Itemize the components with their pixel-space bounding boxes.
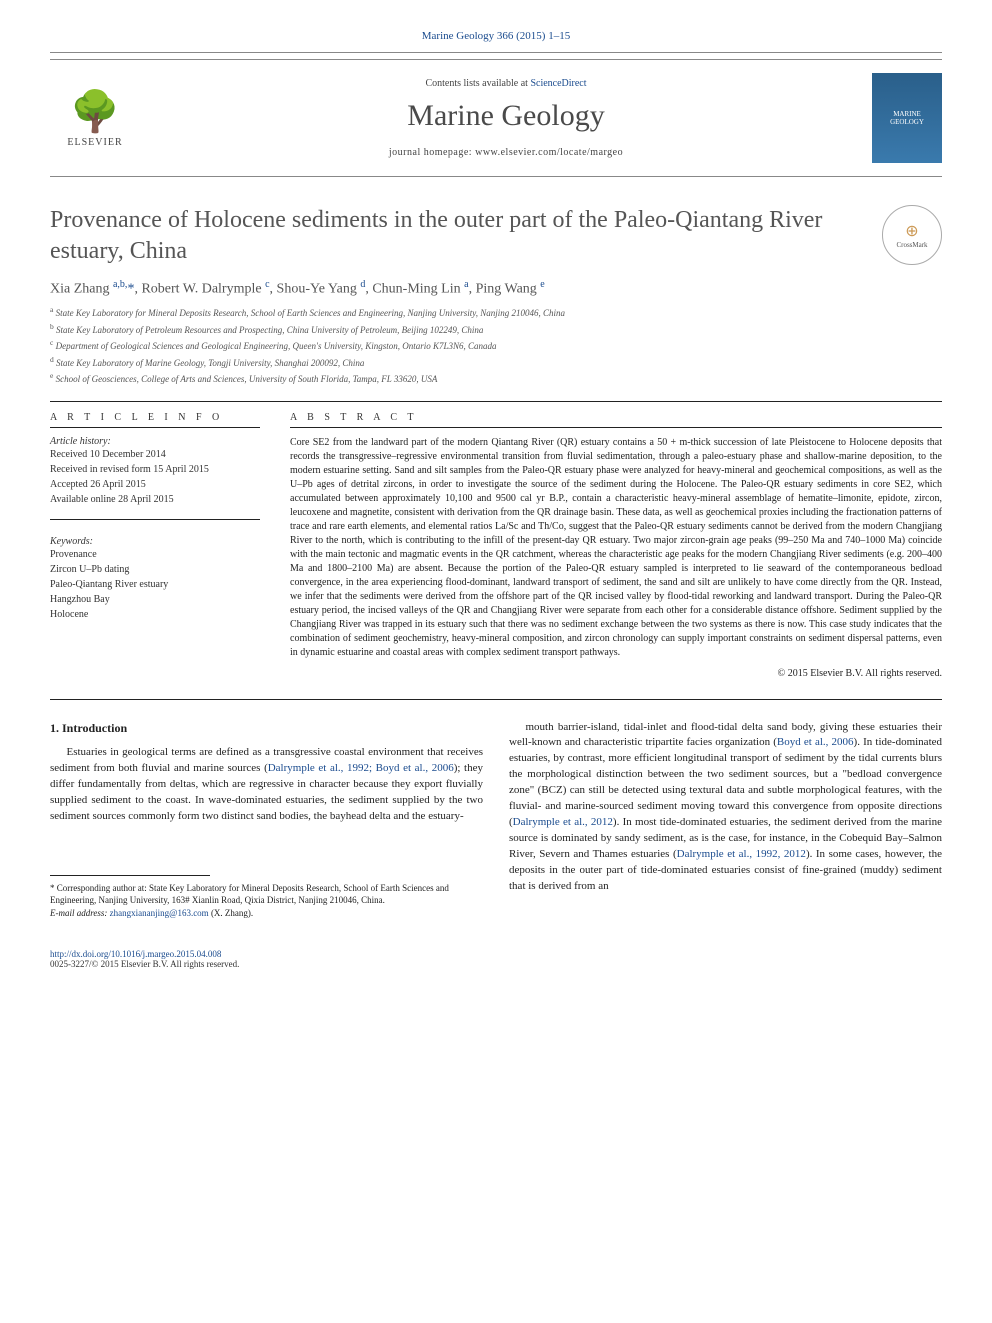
email-who: (X. Zhang). [209, 908, 254, 918]
crossmark-badge[interactable]: ⊕ CrossMark [882, 205, 942, 265]
corr-text: * Corresponding author at: State Key Lab… [50, 882, 483, 907]
ref-link-1[interactable]: Dalrymple et al., 1992; Boyd et al., 200… [268, 762, 454, 774]
abstract: A B S T R A C T Core SE2 from the landwa… [290, 412, 942, 679]
cover-line1: MARINE [893, 110, 921, 118]
article-info: A R T I C L E I N F O Article history: R… [50, 412, 260, 679]
contents-prefix: Contents lists available at [425, 78, 530, 89]
crossmark-icon: ⊕ [905, 221, 918, 241]
abstract-heading: A B S T R A C T [290, 412, 942, 423]
section1-para1: Estuaries in geological terms are define… [50, 745, 483, 825]
elsevier-logo: 🌳 ELSEVIER [50, 68, 140, 168]
jhome-label: journal homepage: [389, 147, 475, 158]
section-rule-1 [50, 401, 942, 402]
affiliations: a State Key Laboratory for Mineral Depos… [50, 304, 942, 387]
article-title: Provenance of Holocene sediments in the … [50, 205, 862, 267]
email-link[interactable]: zhangxiananjing@163.com [110, 908, 209, 918]
history-label: Article history: [50, 436, 260, 447]
corresponding-footnote: * Corresponding author at: State Key Lab… [50, 882, 483, 920]
section1-para2: mouth barrier-island, tidal-inlet and fl… [509, 720, 942, 895]
body-columns: 1. Introduction Estuaries in geological … [50, 720, 942, 920]
journal-homepage: journal homepage: www.elsevier.com/locat… [140, 147, 872, 158]
citation-header: Marine Geology 366 (2015) 1–15 [50, 30, 942, 42]
sciencedirect-link[interactable]: ScienceDirect [530, 78, 586, 89]
ref-link-2[interactable]: Boyd et al., 2006 [777, 736, 854, 748]
keywords-label: Keywords: [50, 536, 260, 547]
jhome-url: www.elsevier.com/locate/margeo [475, 147, 623, 158]
footnote-rule [50, 875, 210, 876]
affil-e: e School of Geosciences, College of Arts… [50, 370, 942, 387]
ai-rule-2 [50, 519, 260, 520]
info-abstract-row: A R T I C L E I N F O Article history: R… [50, 412, 942, 679]
title-block: Provenance of Holocene sediments in the … [50, 205, 942, 267]
abs-rule [290, 427, 942, 428]
article-info-heading: A R T I C L E I N F O [50, 412, 260, 423]
top-rule [50, 52, 942, 53]
corr-email-line: E-mail address: zhangxiananjing@163.com … [50, 907, 483, 920]
journal-header-center: Contents lists available at ScienceDirec… [140, 78, 872, 158]
contents-line: Contents lists available at ScienceDirec… [140, 78, 872, 89]
page-footer: http://dx.doi.org/10.1016/j.margeo.2015.… [50, 949, 942, 969]
ref-link-4[interactable]: Dalrymple et al., 1992, 2012 [677, 848, 806, 860]
journal-header-box: 🌳 ELSEVIER Contents lists available at S… [50, 59, 942, 177]
affil-c: c Department of Geological Sciences and … [50, 337, 942, 354]
history-body: Received 10 December 2014Received in rev… [50, 447, 260, 507]
elsevier-text: ELSEVIER [67, 137, 122, 148]
cover-line2: GEOLOGY [890, 118, 924, 126]
authors-line: Xia Zhang a,b,*, Robert W. Dalrymple c, … [50, 279, 942, 298]
doi-link[interactable]: http://dx.doi.org/10.1016/j.margeo.2015.… [50, 949, 221, 959]
journal-name: Marine Geology [140, 99, 872, 133]
crossmark-label: CrossMark [896, 241, 927, 249]
section-rule-2 [50, 699, 942, 700]
section1-heading: 1. Introduction [50, 720, 483, 737]
abstract-copyright: © 2015 Elsevier B.V. All rights reserved… [290, 668, 942, 679]
keywords-body: ProvenanceZircon U–Pb datingPaleo-Qianta… [50, 547, 260, 622]
affil-a: a State Key Laboratory for Mineral Depos… [50, 304, 942, 321]
elsevier-tree-icon: 🌳 [70, 88, 120, 135]
abstract-body: Core SE2 from the landward part of the m… [290, 436, 942, 660]
ref-link-3[interactable]: Dalrymple et al., 2012 [513, 816, 613, 828]
affil-b: b State Key Laboratory of Petroleum Reso… [50, 321, 942, 338]
p2-mid1: ). In tide-dominated estuaries, by contr… [509, 736, 942, 828]
journal-cover-thumb: MARINE GEOLOGY [872, 73, 942, 163]
issn-line: 0025-3227/© 2015 Elsevier B.V. All right… [50, 959, 942, 969]
ai-rule [50, 427, 260, 428]
email-label: E-mail address: [50, 908, 110, 918]
affil-d: d State Key Laboratory of Marine Geology… [50, 354, 942, 371]
